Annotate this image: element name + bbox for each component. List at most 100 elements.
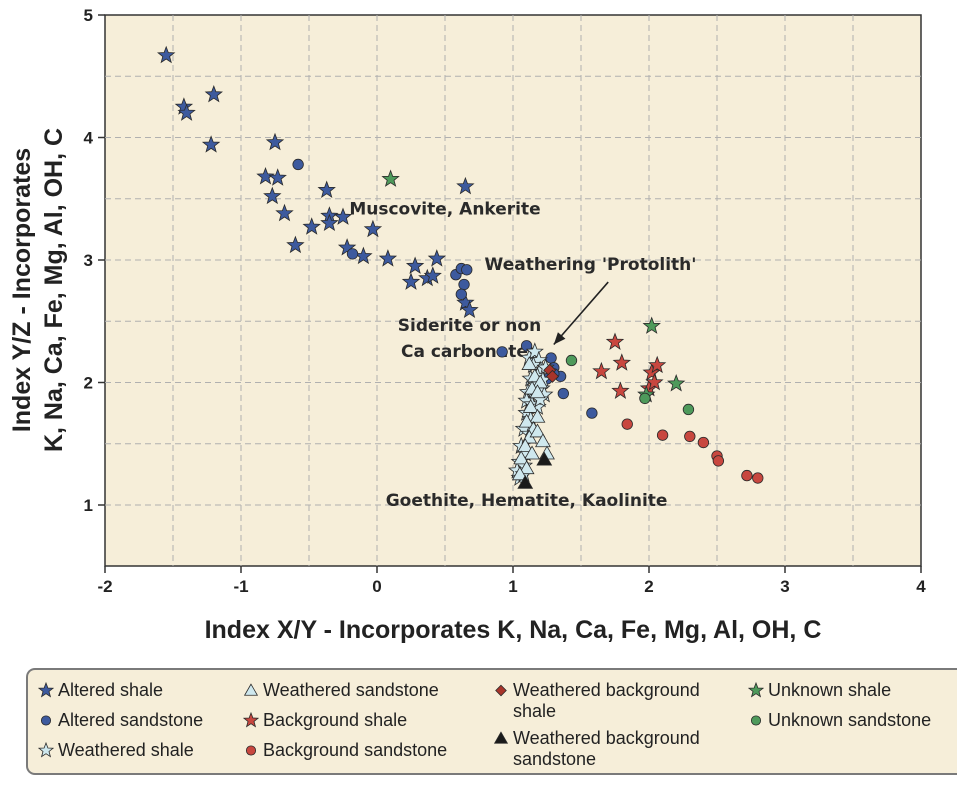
data-point xyxy=(586,407,598,419)
data-point xyxy=(612,353,631,371)
data-point xyxy=(405,256,425,274)
data-point xyxy=(752,472,764,484)
data-point xyxy=(557,387,569,400)
series-altered-shale xyxy=(157,45,479,319)
legend-item: Weathered background shale xyxy=(493,680,700,722)
legend-label: Unknown sandstone xyxy=(768,710,932,730)
data-point xyxy=(535,433,551,448)
data-point xyxy=(536,451,553,466)
y-tick-label: 1 xyxy=(84,496,93,515)
y-tick-label: 5 xyxy=(84,6,93,25)
data-point xyxy=(684,430,696,443)
legend-circle-icon xyxy=(245,745,257,756)
data-point xyxy=(656,429,669,441)
data-point xyxy=(302,217,321,235)
data-point xyxy=(525,342,544,360)
data-point xyxy=(667,374,686,392)
legend-item: Background shale xyxy=(243,710,407,731)
data-point xyxy=(565,354,578,367)
data-point xyxy=(201,135,221,153)
data-point xyxy=(524,445,540,460)
data-point xyxy=(455,288,467,300)
data-point xyxy=(605,332,625,350)
legend-label: Unknown shale xyxy=(768,680,892,700)
series-background-sandstone xyxy=(621,418,764,484)
legend-marker xyxy=(243,683,259,696)
data-point xyxy=(456,176,475,195)
legend-star-icon xyxy=(748,682,764,698)
annotation-label: Siderite or non xyxy=(398,316,541,336)
annotation-label: Ca carbonates xyxy=(401,342,538,362)
y-axis-title-line1: Index Y/Z - Incorporates xyxy=(8,148,36,432)
data-points xyxy=(157,45,764,489)
annotation-label: Goethite, Hematite, Kaolinite xyxy=(386,491,668,511)
x-tick-label: 3 xyxy=(780,577,789,596)
legend-diamond-icon xyxy=(495,684,507,697)
data-point xyxy=(458,278,470,291)
data-point xyxy=(333,207,353,225)
data-point xyxy=(741,469,753,482)
data-point xyxy=(545,352,557,364)
legend-item: Altered shale xyxy=(38,680,163,701)
legend-star-icon xyxy=(38,742,54,758)
legend-item: Weathered sandstone xyxy=(243,680,439,701)
data-point xyxy=(256,167,275,185)
legend-label: Weathered shale xyxy=(58,740,194,760)
legend-item: Background sandstone xyxy=(243,740,447,761)
data-point xyxy=(427,249,446,267)
data-point xyxy=(317,180,336,199)
data-point xyxy=(496,346,508,358)
legend-star-icon xyxy=(243,712,259,728)
legend-triangle-icon xyxy=(493,731,509,744)
legend-marker xyxy=(245,745,257,756)
legend-item: Weathered shale xyxy=(38,740,194,761)
data-point xyxy=(363,219,383,238)
y-tick-label: 4 xyxy=(84,129,94,148)
legend-star-icon xyxy=(38,682,54,698)
y-tick-label: 3 xyxy=(84,251,93,270)
x-axis-title: Index X/Y - Incorporates K, Na, Ca, Fe, … xyxy=(205,616,822,644)
data-point xyxy=(204,84,223,103)
data-point xyxy=(518,413,535,428)
legend-label: Weathered sandstone xyxy=(263,680,439,700)
legend-triangle-icon xyxy=(243,683,259,696)
data-point xyxy=(275,203,294,222)
data-point xyxy=(423,266,442,284)
data-point xyxy=(401,272,421,290)
data-point xyxy=(682,403,695,416)
legend-label: Altered shale xyxy=(58,680,164,700)
series-unknown-sandstone xyxy=(565,354,695,416)
data-point xyxy=(648,355,667,374)
data-point xyxy=(177,103,196,121)
legend-label: Altered sandstone xyxy=(58,710,204,730)
data-point xyxy=(645,372,664,391)
data-point xyxy=(517,474,534,489)
data-point xyxy=(511,466,528,481)
legend-marker xyxy=(748,682,764,698)
legend-marker xyxy=(243,712,259,728)
annotation-label: Muscovite, Ankerite xyxy=(349,200,540,220)
data-point xyxy=(522,398,539,413)
data-point xyxy=(381,169,400,187)
annotation-arrowhead xyxy=(553,332,566,345)
legend-marker xyxy=(40,715,52,726)
data-point xyxy=(460,300,479,319)
data-point xyxy=(621,418,633,430)
annotations: Muscovite, Ankerite Weathering 'Protolith… xyxy=(349,200,696,512)
data-point xyxy=(529,408,546,423)
data-point xyxy=(639,392,651,405)
x-tick-label: 0 xyxy=(372,577,381,596)
series-weathered-background-sandstone xyxy=(517,451,553,489)
data-point xyxy=(513,450,530,465)
data-point xyxy=(378,249,398,267)
data-point xyxy=(520,340,533,352)
data-point xyxy=(320,213,339,232)
legend-label-line2: sandstone xyxy=(513,749,597,769)
legend-label: Weathered background shale xyxy=(513,680,700,721)
y-axis-title-line2: K, Na, Ca, Fe, Mg, Al, OH, C xyxy=(40,128,68,452)
axis-ticks: -2 -1 0 1 2 3 4 1 2 3 4 5 xyxy=(84,6,927,596)
data-point xyxy=(461,264,473,276)
data-point xyxy=(265,132,285,151)
legend-circle-icon xyxy=(750,715,762,726)
legend-label: Weathered background sandstone xyxy=(513,728,700,769)
